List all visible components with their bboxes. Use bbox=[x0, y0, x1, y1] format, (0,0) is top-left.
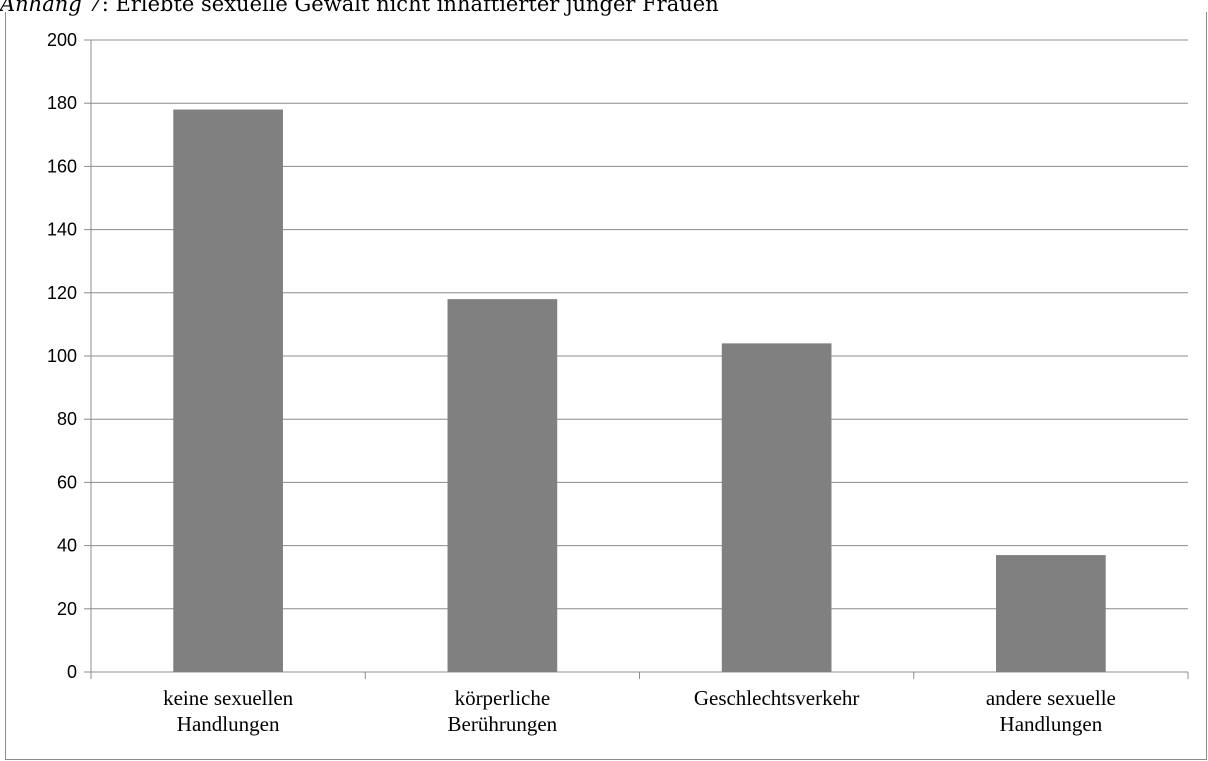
x-tick-label-line: andere sexuelle bbox=[986, 686, 1116, 710]
chart-caption: Anhang 7: Erlebte sexuelle Gewalt nicht … bbox=[0, 0, 1208, 17]
bar bbox=[173, 109, 283, 672]
x-tick-label: andere sexuelle Handlungen bbox=[986, 686, 1116, 736]
y-tick-label: 180 bbox=[47, 93, 77, 113]
y-tick-label: 20 bbox=[57, 599, 77, 619]
y-tick-label: 40 bbox=[57, 536, 77, 556]
y-tick-label: 100 bbox=[47, 346, 77, 366]
x-tick-label-line: Geschlechtsverkehr bbox=[694, 686, 860, 710]
x-tick-label-line: Berührungen bbox=[448, 712, 558, 736]
y-tick-label: 80 bbox=[57, 409, 77, 429]
x-tick-label-line: Handlungen bbox=[177, 712, 280, 736]
y-tick-label: 120 bbox=[47, 283, 77, 303]
y-tick-label: 60 bbox=[57, 472, 77, 492]
bar bbox=[447, 299, 558, 672]
y-tick-label: 0 bbox=[67, 662, 77, 682]
y-tick-label: 200 bbox=[47, 30, 77, 50]
x-tick-label-line: körperliche bbox=[455, 686, 551, 710]
x-tick-label-line: keine sexuellen bbox=[163, 686, 294, 710]
chart-frame bbox=[5, 12, 1207, 760]
caption-prefix: Anhang 7 bbox=[0, 0, 102, 16]
bar bbox=[721, 343, 832, 672]
caption-text: : Erlebte sexuelle Gewalt nicht inhaftie… bbox=[101, 0, 719, 16]
y-tick-label: 160 bbox=[47, 156, 77, 176]
x-tick-label: Geschlechtsverkehr bbox=[694, 686, 860, 710]
y-tick-label: 140 bbox=[47, 220, 77, 240]
x-tick-label-line: Handlungen bbox=[1000, 712, 1103, 736]
x-tick-label: keine sexuellen Handlungen bbox=[163, 686, 294, 736]
x-tick-label: körperliche Berührungen bbox=[448, 686, 558, 736]
bar bbox=[996, 555, 1106, 672]
